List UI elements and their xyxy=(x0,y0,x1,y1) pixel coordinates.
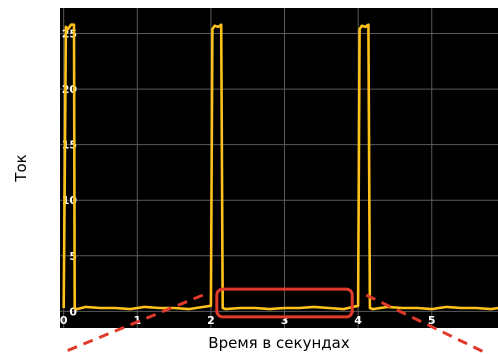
callout-line-right xyxy=(365,293,485,354)
plot-background xyxy=(60,8,498,328)
highlight-box xyxy=(215,287,354,319)
y-tick-label: 0 xyxy=(69,305,77,318)
x-tick-label: 2 xyxy=(207,314,215,327)
series-line xyxy=(62,23,498,311)
x-axis-label: Время в секундах xyxy=(208,334,350,352)
x-tick-label: 3 xyxy=(281,314,289,327)
callout-line-left xyxy=(63,293,204,354)
x-tick-label: 0 xyxy=(60,314,68,327)
y-tick-label: 5 xyxy=(69,250,77,263)
x-tick-label: 4 xyxy=(354,314,362,327)
y-axis-label: Ток xyxy=(12,154,30,182)
x-tick-label: 5 xyxy=(428,314,436,327)
